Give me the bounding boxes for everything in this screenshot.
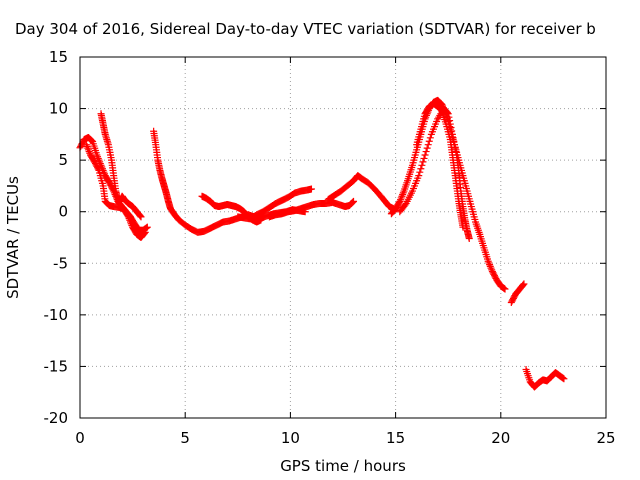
data-point <box>418 161 426 169</box>
data-point <box>136 211 144 219</box>
data-point <box>84 146 92 154</box>
data-point <box>350 197 358 205</box>
data-point <box>488 266 496 274</box>
data-point <box>125 215 133 223</box>
data-point <box>143 223 151 231</box>
data-point <box>94 165 102 173</box>
series-2 <box>82 141 149 241</box>
data-point <box>84 144 92 152</box>
data-point <box>446 117 454 125</box>
data-point <box>136 212 144 220</box>
series-7 <box>265 197 358 221</box>
y-axis-label: SDTVAR / TECUs <box>4 176 22 299</box>
data-point <box>487 264 495 272</box>
data-point <box>459 223 467 231</box>
x-tick-label: 5 <box>180 429 190 447</box>
x-tick-label: 20 <box>491 429 510 447</box>
data-point <box>486 262 494 270</box>
data-point <box>87 136 95 144</box>
data-point <box>451 144 459 152</box>
x-tick-label: 25 <box>596 429 615 447</box>
data-point <box>124 213 132 221</box>
data-point <box>443 108 451 116</box>
plot-frame <box>79 56 607 419</box>
series-5 <box>198 192 265 226</box>
data-point <box>423 144 431 152</box>
data-point <box>519 282 527 290</box>
y-tick-label: -15 <box>44 357 69 375</box>
series-4 <box>150 127 309 236</box>
data-point <box>436 105 444 113</box>
data-point <box>85 148 93 156</box>
data-point <box>94 153 102 161</box>
data-point <box>126 218 134 226</box>
data-point <box>82 141 90 149</box>
y-tick-label: 0 <box>58 203 68 221</box>
data-point <box>417 165 425 173</box>
data-point <box>141 228 149 236</box>
data-point <box>397 194 405 202</box>
data-point <box>93 151 101 159</box>
x-axis-label: GPS time / hours <box>280 457 406 475</box>
series-6 <box>234 185 315 223</box>
data-point <box>452 148 460 156</box>
data-point <box>425 137 433 145</box>
series-10 <box>396 105 473 243</box>
data-point <box>420 154 428 162</box>
data-point <box>349 198 357 206</box>
data-point <box>484 257 492 265</box>
y-tick-label: -10 <box>44 306 69 324</box>
data-point <box>465 235 473 243</box>
grid-lines <box>80 57 606 418</box>
data-point <box>100 168 108 176</box>
data-point <box>485 259 493 267</box>
y-tick-label: 5 <box>58 151 68 169</box>
data-point <box>415 172 423 180</box>
data-point <box>137 213 145 221</box>
data-point <box>83 142 91 150</box>
x-tick-label: 15 <box>386 429 405 447</box>
axis-ticks: 0 5 10 15 20 25 -20 -15 -10 -5 0 5 10 15 <box>44 48 616 447</box>
data-point <box>399 191 407 199</box>
data-point <box>424 141 432 149</box>
series-12 <box>507 280 528 306</box>
data-point <box>257 216 265 224</box>
y-tick-label: 15 <box>49 48 68 66</box>
y-tick-label: 10 <box>49 100 68 118</box>
data-point <box>126 216 134 224</box>
data-point <box>398 192 406 200</box>
data-point <box>307 185 315 193</box>
series-13 <box>522 366 568 391</box>
series-11 <box>413 99 467 231</box>
data-point <box>399 189 407 197</box>
x-tick-label: 10 <box>281 429 300 447</box>
y-tick-label: -20 <box>44 409 69 427</box>
series-3 <box>97 110 145 221</box>
data-point <box>520 280 528 288</box>
y-tick-label: -5 <box>53 254 68 272</box>
data-point <box>419 158 427 166</box>
data-point <box>397 196 405 204</box>
data-point <box>560 375 568 383</box>
data-points <box>76 96 568 391</box>
data-point <box>141 229 149 237</box>
data-point <box>444 110 452 118</box>
data-point <box>421 151 429 159</box>
data-point <box>396 197 404 205</box>
data-point <box>140 230 148 238</box>
data-point <box>422 148 430 156</box>
data-point <box>447 123 455 131</box>
x-tick-label: 0 <box>75 429 85 447</box>
chart-title: Day 304 of 2016, Sidereal Day-to-day VTE… <box>15 20 596 38</box>
data-point <box>416 168 424 176</box>
data-point <box>127 220 135 228</box>
data-point <box>519 281 527 289</box>
data-point <box>426 134 434 142</box>
data-point <box>501 285 509 293</box>
data-point <box>348 199 356 207</box>
data-point <box>486 261 494 269</box>
